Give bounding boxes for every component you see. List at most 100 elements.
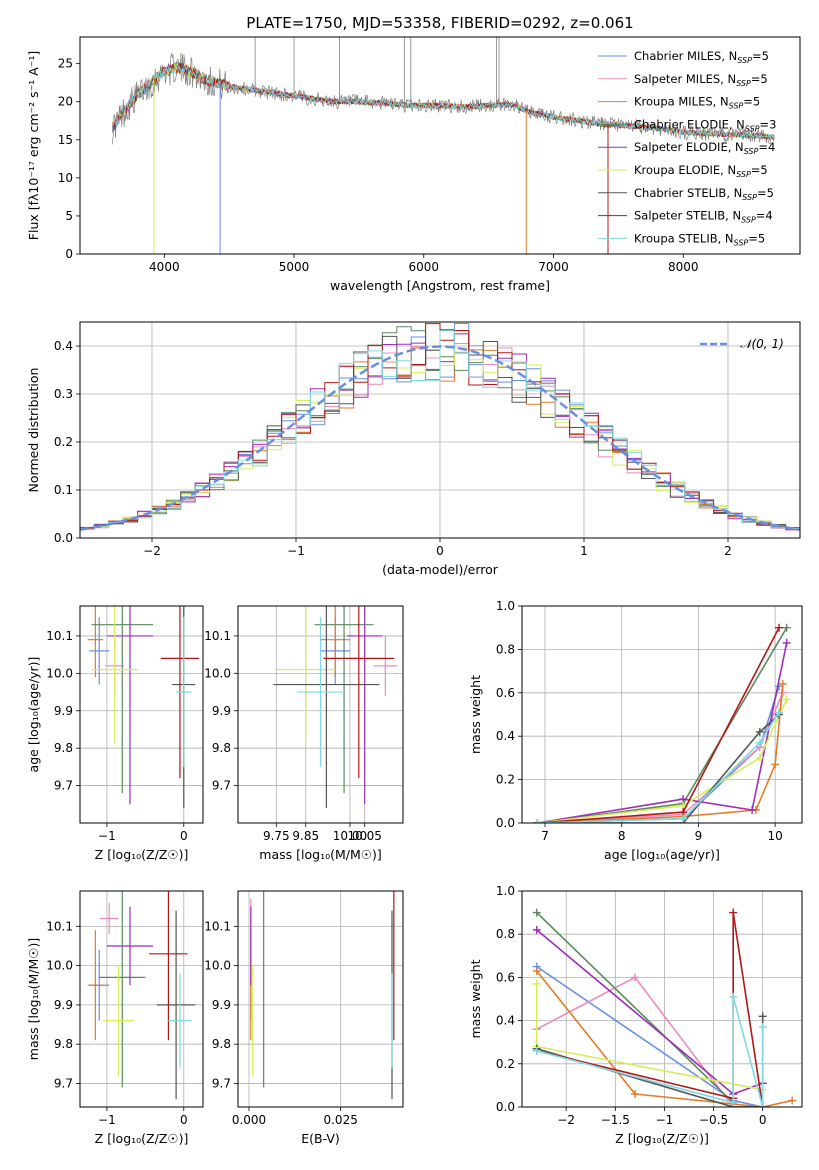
y-tick-label: 0.0	[54, 531, 73, 545]
weight-line-salpeter_stelib	[537, 627, 780, 823]
x-tick-label: 7000	[538, 260, 569, 274]
weight-point-kroupa_elodie	[782, 695, 791, 704]
weight-line-salpeter_miles	[536, 976, 763, 1107]
x-axis-label: wavelength [Angstrom, rest frame]	[330, 278, 550, 293]
weight-point-kroupa_stelib	[774, 708, 783, 717]
y-tick-label: 0.6	[496, 686, 515, 700]
y-tick-label: 9.9	[212, 998, 231, 1012]
axes-frame	[79, 605, 204, 824]
y-axis-label: mass weight	[468, 959, 483, 1038]
y-tick-label: 9.7	[212, 779, 231, 793]
x-tick-label: 9.75	[263, 829, 290, 843]
histogram-kroupa_stelib	[80, 330, 800, 530]
y-tick-label: 10.1	[46, 919, 73, 933]
y-tick-label: 0.3	[54, 387, 73, 401]
y-tick-label: 0.8	[496, 927, 515, 941]
panel-weight-vs-age: 7 8 9 10 0.0 0.2 0.4 0.6 0.8 1.0 age [log₁₀(age/yr…	[468, 599, 803, 862]
panel-spectrum: 4000 5000 6000 7000 8000 0 5 10 15 20 25 wavelength…	[26, 36, 801, 293]
weight-point-kroupa_miles	[778, 680, 787, 689]
x-tick-label: −1	[98, 1113, 116, 1127]
y-tick-label: 10.0	[204, 959, 231, 973]
x-tick-label: 0	[180, 1113, 188, 1127]
weight-point-kroupa_miles	[630, 1090, 639, 1099]
y-tick-label: 10.1	[204, 919, 231, 933]
y-tick-label: 9.9	[212, 704, 231, 718]
x-tick-label: 2	[724, 544, 732, 558]
weight-line-kroupa_elodie	[537, 698, 788, 823]
y-tick-label: 5	[65, 209, 73, 223]
plot-area	[87, 606, 200, 809]
weight-point-chabrier_elodie	[782, 623, 791, 632]
weight-line-chabrier_elodie	[536, 912, 734, 1104]
weight-point-salpeter_stelib	[729, 908, 738, 917]
y-tick-label: 0.6	[496, 970, 515, 984]
weight-line-chabrier_miles	[536, 965, 763, 1107]
y-axis-label: Flux [fλ10⁻¹⁷ erg cm⁻² s⁻¹ A⁻¹]	[26, 51, 41, 240]
weight-line-salpeter_stelib	[536, 912, 764, 1107]
plot-area	[532, 908, 797, 1107]
legend-label: 𝒩(0, 1)	[740, 337, 784, 351]
plot-area	[80, 322, 800, 531]
x-axis-label: Z [log₁₀(Z/Z☉)]	[95, 847, 189, 862]
legend-label: Chabrier STELIB, NSSP=5	[634, 186, 774, 202]
y-tick-label: 0.4	[496, 729, 515, 743]
y-tick-label: 0.4	[496, 1014, 515, 1028]
weight-point-kroupa_stelib	[533, 819, 542, 823]
y-tick-label: 10.0	[46, 959, 73, 973]
y-tick-label: 9.8	[212, 741, 231, 755]
y-tick-label: 9.7	[54, 1076, 73, 1090]
legend-label: Chabrier MILES, NSSP=5	[634, 49, 769, 65]
figure-title: PLATE=1750, MJD=53358, FIBERID=0292, z=0…	[246, 14, 633, 32]
y-tick-label: 9.8	[212, 1037, 231, 1051]
weight-point-chabrier_stelib	[755, 727, 764, 736]
axes-frame	[237, 605, 404, 824]
x-tick-label: 8	[618, 829, 626, 843]
legend-label: Kroupa MILES, NSSP=5	[634, 95, 760, 111]
x-tick-label: −2	[557, 1113, 575, 1127]
y-axis-label: mass [log₁₀(M/M☉)]	[26, 938, 41, 1060]
y-tick-label: 10.0	[204, 666, 231, 680]
weight-line-chabrier_elodie	[537, 627, 788, 823]
model-line-kroupa_stelib	[112, 63, 775, 140]
y-tick-label: 1.0	[496, 884, 515, 898]
weight-line-kroupa_stelib	[537, 711, 780, 823]
x-tick-label: 9	[695, 829, 703, 843]
weight-line-kroupa_miles	[536, 970, 793, 1107]
weight-point-salpeter_elodie	[748, 805, 757, 814]
legend-label: Salpeter MILES, NSSP=5	[634, 72, 768, 88]
y-tick-label: 0.2	[496, 1057, 515, 1071]
weight-line-chabrier_stelib	[536, 1016, 764, 1107]
x-tick-label: 5000	[279, 260, 310, 274]
y-tick-label: 10.1	[204, 629, 231, 643]
y-axis-label: Normed distribution	[26, 368, 41, 493]
x-tick-label: 8000	[668, 260, 699, 274]
normal-curve	[80, 345, 800, 531]
panel-mass-vs-ebv: 0.000 0.025 9.7 9.8 9.9 10.0 10.1 E(B-V)	[204, 890, 404, 1146]
plot-area	[273, 606, 398, 809]
weight-point-kroupa_stelib	[729, 1098, 738, 1107]
y-tick-label: 9.9	[54, 704, 73, 718]
y-tick-label: 9.9	[54, 998, 73, 1012]
axes-frame	[79, 36, 801, 255]
legend-label: Kroupa STELIB, NSSP=5	[634, 231, 765, 247]
x-axis-label: age [log₁₀(age/yr)]	[604, 847, 720, 862]
y-tick-label: 0.4	[54, 339, 73, 353]
y-tick-label: 0.2	[54, 435, 73, 449]
x-tick-label: 4000	[149, 260, 180, 274]
weight-point-kroupa_elodie	[532, 979, 541, 988]
panel-age-vs-Z: −1 0 9.7 9.8 9.9 10.0 10.1 Z [log₁₀(Z/Z☉)] age […	[26, 605, 204, 862]
x-tick-label: −2	[143, 544, 161, 558]
legend-label: Kroupa ELODIE, NSSP=5	[634, 163, 768, 179]
x-tick-label: 0.000	[232, 1113, 266, 1127]
x-tick-label: 10.00	[333, 829, 367, 843]
x-tick-label: −1.5	[601, 1113, 630, 1127]
x-tick-label: −1	[287, 544, 305, 558]
x-tick-label: 0	[180, 829, 188, 843]
x-tick-label: −1	[656, 1113, 674, 1127]
weight-point-salpeter_stelib	[774, 623, 783, 632]
axes-frame	[79, 321, 801, 539]
weight-point-kroupa_stelib	[532, 1046, 541, 1055]
y-tick-label: 15	[58, 133, 73, 147]
x-tick-label: 6000	[409, 260, 440, 274]
